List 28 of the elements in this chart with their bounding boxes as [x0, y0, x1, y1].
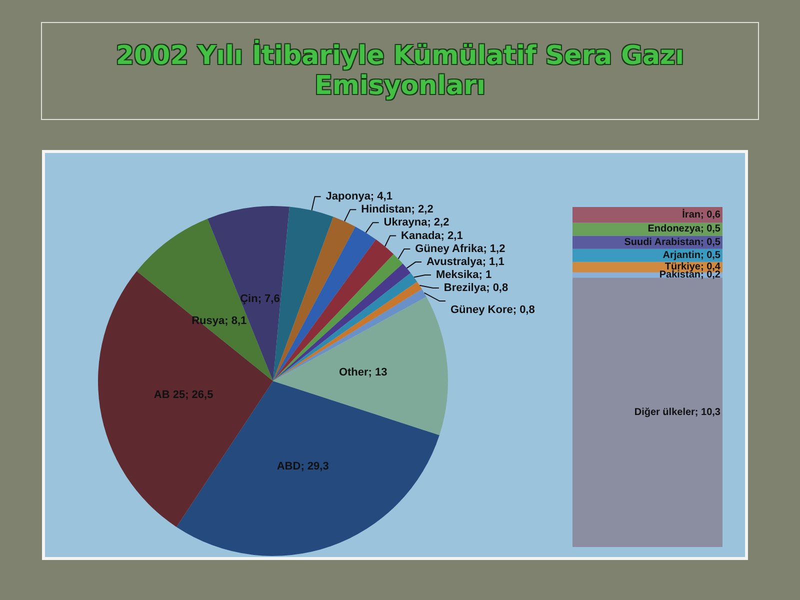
- series-label: Arjantin;: [662, 250, 704, 261]
- slice-label: Ukrayna; 2,2: [384, 216, 450, 229]
- chart-title: 2002 Yılı İtibariyle Kümülatif Sera Gazı Emisyonları: [41, 22, 759, 120]
- data-label: 0,2: [706, 270, 721, 280]
- slice-label: Meksika; 1: [436, 269, 492, 282]
- series-label: Diğer ülkeler;: [634, 406, 698, 418]
- slice-label: Hindistan; 2,2: [361, 204, 434, 216]
- series-label: İran;: [682, 208, 704, 220]
- slice-label: ABD; 29,3: [276, 460, 329, 472]
- series-label: Endonezya;: [648, 224, 704, 235]
- series-label: Pakistan;: [659, 270, 704, 280]
- data-label: 0,5: [706, 236, 721, 248]
- data-label: 0,6: [706, 209, 721, 220]
- data-label: 0,5: [706, 250, 721, 261]
- slice-label: AB 25; 26,5: [154, 388, 214, 401]
- slice-label: Japonya; 4,1: [326, 190, 392, 203]
- slice-label: Kanada; 2,1: [401, 230, 463, 242]
- bar: [572, 278, 722, 547]
- data-label: 0,5: [706, 224, 721, 235]
- slice-label: Other; 13: [338, 366, 388, 378]
- slice-label: Güney Afrika; 1,2: [415, 243, 506, 256]
- series-label: Suudi Arabistan;: [624, 236, 704, 248]
- data-label: 10,3: [701, 406, 721, 418]
- bar: [572, 207, 722, 223]
- slice-label: Güney Kore; 0,8: [450, 304, 535, 316]
- slice-label: Brezilya; 0,8: [444, 282, 508, 294]
- slice-label: Avustralya; 1,1: [426, 256, 504, 268]
- slice-label: Çin; 7,6: [240, 293, 280, 306]
